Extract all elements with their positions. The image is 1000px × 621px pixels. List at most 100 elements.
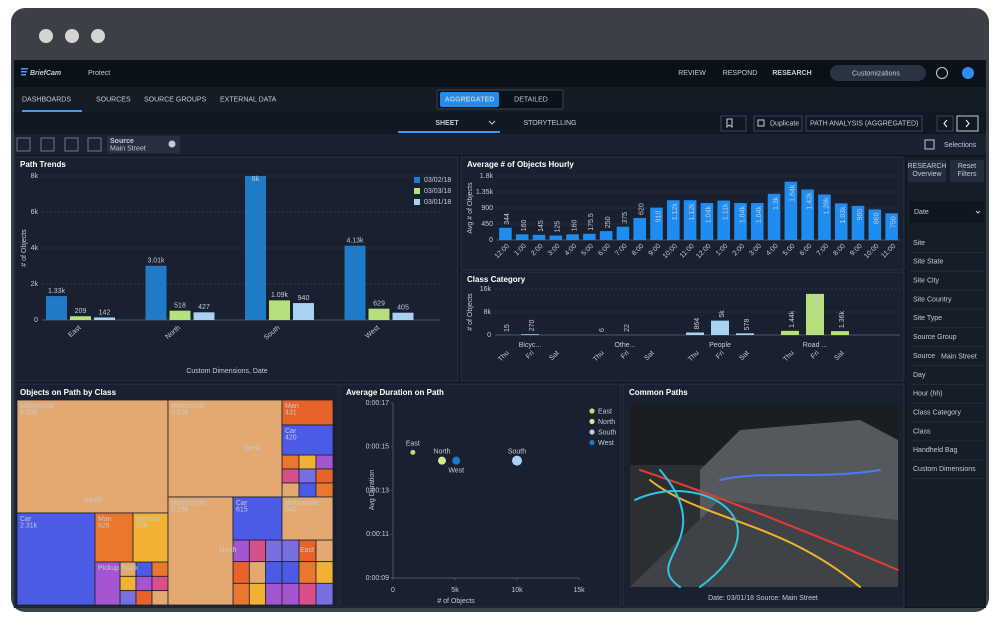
tile (298, 561, 317, 584)
dimension-item[interactable]: Source Group (913, 334, 957, 341)
y-tick-label: 0 (34, 317, 38, 324)
button-label[interactable]: RESEARCH (908, 163, 947, 170)
customizations-label[interactable]: Customizations (852, 70, 900, 77)
date-label[interactable]: Date (914, 209, 929, 216)
tile (132, 512, 169, 563)
tab[interactable]: SOURCES (96, 96, 131, 103)
point (437, 456, 446, 465)
dimension-item[interactable]: Site Type (913, 315, 942, 322)
value-label: 1.3k (773, 196, 780, 210)
dimension-item[interactable]: Class Category (913, 409, 961, 416)
chip-close[interactable] (168, 140, 176, 148)
tile-label: Motorcycle (285, 500, 319, 507)
dimension-item[interactable]: Custom Dimensions (913, 466, 976, 473)
value-label: 1.64k (790, 184, 797, 202)
point-label: East (406, 440, 420, 447)
button-label[interactable]: Reset (958, 163, 976, 170)
button-label[interactable]: Overview (912, 171, 942, 178)
nav-link[interactable]: REVIEW (678, 70, 706, 77)
toggle-option[interactable]: DETAILED (514, 96, 548, 103)
bar (94, 317, 115, 320)
y-tick-label: 450 (481, 221, 493, 228)
sheet-tab[interactable]: SHEET (435, 120, 459, 127)
x-tick-label: 5k (451, 587, 459, 594)
value-label: 405 (397, 305, 409, 312)
tile (315, 454, 334, 470)
value-label: 629 (373, 301, 385, 308)
dimension-item[interactable]: Site City (913, 278, 940, 285)
bar (566, 234, 579, 240)
tile (298, 582, 317, 606)
value-label: 4.13k (346, 238, 364, 245)
dimension-item[interactable]: Class (913, 428, 931, 435)
bar (686, 332, 704, 335)
tool-icon[interactable] (40, 137, 55, 152)
tool-icon[interactable] (87, 137, 102, 152)
dimension-item[interactable]: Day (913, 372, 926, 379)
legend-label: 03/02/18 (424, 177, 451, 184)
prev-button[interactable] (936, 115, 954, 132)
bar (734, 203, 747, 240)
filter-bar (14, 134, 986, 155)
date-select[interactable] (910, 201, 984, 223)
region-label: North (219, 547, 236, 554)
value-label: 578 (744, 319, 751, 331)
y-tick-label: 0:00:15 (366, 444, 389, 451)
tile (281, 424, 334, 456)
logo-stripe (21, 71, 27, 73)
tool-icon[interactable] (16, 137, 31, 152)
tab[interactable]: DASHBOARDS (22, 96, 71, 103)
tile (265, 539, 283, 563)
bar (633, 217, 647, 240)
dimension-item[interactable]: Handheld Bag (913, 447, 957, 454)
button-label[interactable]: Filters (957, 171, 977, 178)
dimension-item[interactable]: Source (913, 353, 935, 360)
tab[interactable]: EXTERNAL DATA (220, 96, 277, 103)
tile (281, 582, 300, 606)
sheet-tab[interactable]: STORYTELLING (523, 120, 576, 127)
bookmark-button[interactable] (720, 115, 747, 132)
dimension-item[interactable]: Site (913, 240, 925, 247)
bar (801, 189, 814, 240)
nav-link[interactable]: RESPOND (723, 70, 758, 77)
research-button[interactable] (908, 160, 946, 182)
dimension-item[interactable]: Site Country (913, 296, 952, 303)
tile-label: Motorcycle (20, 403, 54, 410)
tile-value: 420 (285, 434, 297, 441)
tile (232, 561, 250, 584)
analysis-select[interactable] (805, 115, 923, 132)
selections-label[interactable]: Selections (944, 142, 977, 149)
legend-swatch (589, 418, 595, 425)
customizations-button[interactable] (830, 65, 926, 81)
bar (368, 308, 390, 320)
bar (717, 200, 730, 240)
nav-link[interactable]: RESEARCH (772, 70, 811, 77)
tool-icon[interactable] (64, 137, 79, 152)
tile-value: 626 (98, 522, 110, 529)
user-icon[interactable] (962, 67, 974, 79)
tab[interactable]: SOURCE GROUPS (144, 96, 207, 103)
tile (16, 399, 169, 514)
dimension-item[interactable]: Hour (hh) (913, 391, 943, 398)
bar (521, 334, 539, 335)
value-label: 125 (555, 221, 562, 233)
y-tick-label: 2k (31, 281, 39, 288)
x-axis-label: Custom Dimensions, Date (186, 368, 267, 375)
header (14, 60, 986, 87)
point (512, 455, 522, 466)
group-label: Bicyc... (519, 342, 542, 349)
caption: Date: 03/01/18 Source: Main Street (708, 595, 818, 602)
duplicate-label[interactable]: Duplicate (770, 120, 799, 127)
tile (16, 512, 96, 606)
tile-value: 431 (285, 409, 297, 416)
analysis-label[interactable]: PATH ANALYSIS (AGGREGATED) (810, 120, 918, 127)
dimension-item[interactable]: Site State (913, 259, 943, 266)
reset-button[interactable] (950, 160, 984, 182)
help-icon[interactable] (936, 67, 948, 79)
duplicate-button[interactable] (753, 115, 803, 132)
next-button[interactable] (956, 115, 979, 132)
x-tick-label: 0 (391, 587, 395, 594)
toggle-option[interactable]: AGGREGATED (445, 96, 495, 103)
tile-label: Pickup Truck (98, 565, 139, 572)
